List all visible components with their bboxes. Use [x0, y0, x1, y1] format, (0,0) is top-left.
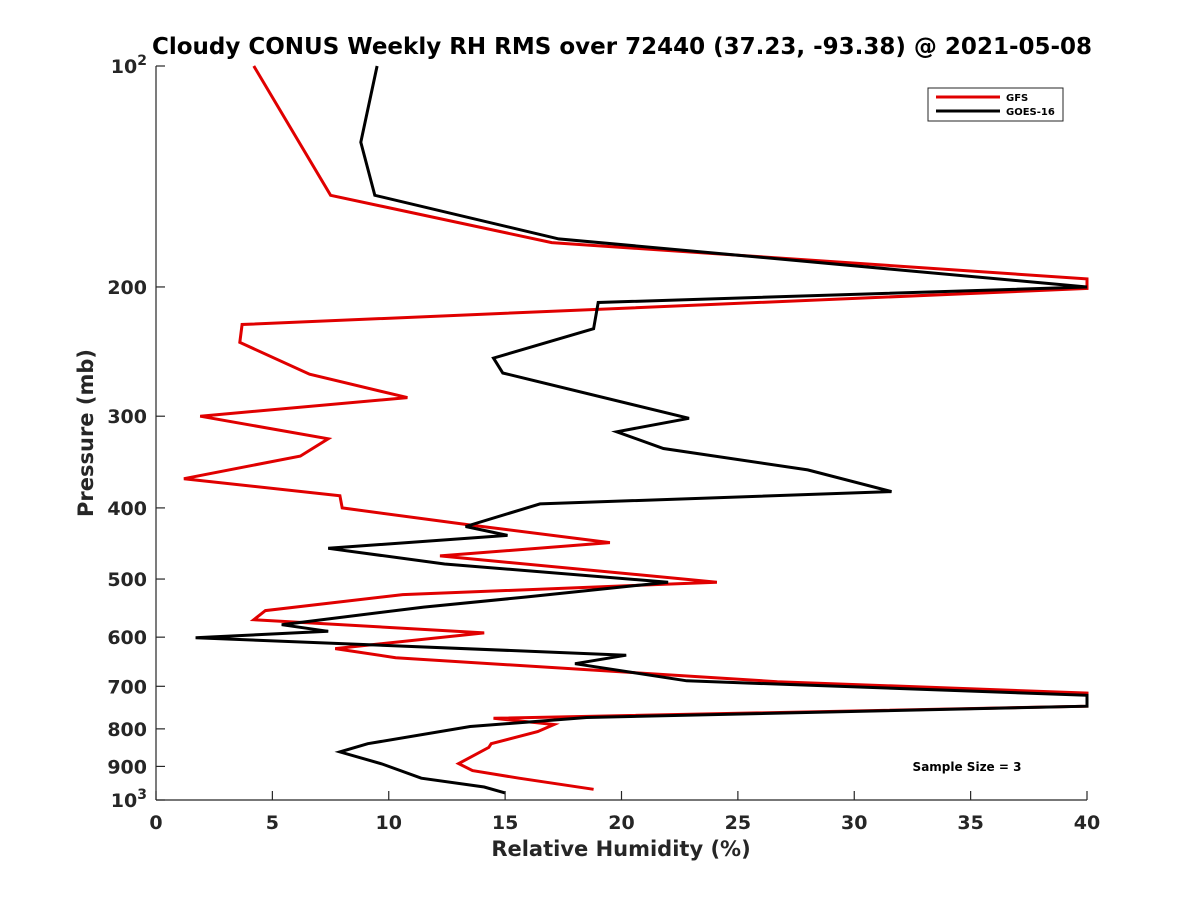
y-tick-label: 300: [107, 406, 147, 428]
x-tick-label: 0: [149, 812, 162, 834]
x-axis: 0 5 10 15 20 25 30 35 40: [149, 791, 1100, 834]
axes-layer: 0 5 10 15 20 25 30 35 40 102 200 300 400 500 600 700 80…: [107, 53, 1100, 834]
y-axis: 102 200 300 400 500 600 700 800 900 103: [107, 53, 165, 812]
y-tick-label: 900: [107, 756, 147, 778]
x-tick-label: 30: [841, 812, 867, 834]
x-tick-label: 5: [266, 812, 279, 834]
y-tick-label: 700: [107, 676, 147, 698]
y-tick-label: 800: [107, 719, 147, 741]
legend-label-gfs: GFS: [1006, 93, 1028, 104]
series-layer: [183, 65, 1089, 795]
series-line-goes-16: [195, 65, 1089, 795]
y-tick-label: 600: [107, 627, 147, 649]
x-axis-title: Relative Humidity (%): [491, 837, 750, 861]
series-line-gfs: [183, 65, 1089, 791]
y-axis-title: Pressure (mb): [74, 349, 98, 517]
y-tick-label: 500: [107, 569, 147, 591]
x-tick-label: 20: [608, 812, 634, 834]
x-tick-label: 15: [492, 812, 518, 834]
x-tick-label: 25: [725, 812, 751, 834]
y-tick-label: 200: [107, 277, 147, 299]
legend-label-goes-16: GOES-16: [1006, 107, 1055, 118]
x-tick-label: 10: [376, 812, 402, 834]
sample-size-annotation: Sample Size = 3: [913, 760, 1022, 774]
x-tick-label: 40: [1074, 812, 1100, 834]
legend[interactable]: GFS GOES-16: [927, 87, 1064, 122]
y-tick-label: 103: [111, 787, 147, 812]
legend-box: [927, 87, 1064, 122]
x-tick-label: 35: [957, 812, 983, 834]
chart-title: Cloudy CONUS Weekly RH RMS over 72440 (3…: [152, 34, 1092, 60]
y-tick-label: 102: [111, 53, 147, 78]
y-tick-label: 400: [107, 498, 147, 520]
